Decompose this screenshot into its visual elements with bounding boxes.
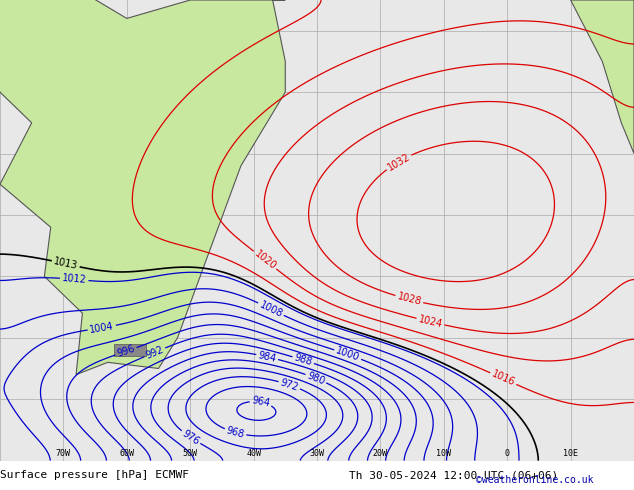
Polygon shape (0, 0, 285, 375)
Text: 1004: 1004 (89, 321, 115, 335)
Text: ©weatheronline.co.uk: ©weatheronline.co.uk (476, 475, 593, 485)
Polygon shape (114, 344, 146, 356)
Text: 1024: 1024 (417, 314, 444, 329)
Text: 1016: 1016 (490, 369, 517, 388)
Text: 1020: 1020 (252, 248, 278, 271)
Text: 1008: 1008 (258, 299, 284, 319)
Text: Th 30-05-2024 12:00 UTC (06+06): Th 30-05-2024 12:00 UTC (06+06) (349, 470, 558, 480)
Text: 1013: 1013 (53, 256, 79, 271)
Text: 30W: 30W (309, 449, 325, 458)
Text: 0: 0 (505, 449, 510, 458)
Text: 996: 996 (115, 343, 136, 359)
Text: 988: 988 (293, 353, 313, 368)
Text: 10W: 10W (436, 449, 451, 458)
Text: Surface pressure [hPa] ECMWF: Surface pressure [hPa] ECMWF (0, 470, 189, 480)
Text: 1000: 1000 (335, 346, 361, 363)
Text: 20W: 20W (373, 449, 388, 458)
Text: 968: 968 (225, 425, 245, 440)
Text: 964: 964 (251, 395, 271, 409)
Text: 10E: 10E (563, 449, 578, 458)
Text: 972: 972 (279, 377, 300, 392)
Text: 1028: 1028 (396, 292, 422, 307)
Text: 992: 992 (145, 344, 165, 361)
Polygon shape (571, 0, 634, 153)
Text: 70W: 70W (56, 449, 71, 458)
Text: 976: 976 (180, 428, 201, 447)
Text: 50W: 50W (183, 449, 198, 458)
Text: 984: 984 (257, 350, 277, 364)
Text: 1032: 1032 (385, 151, 411, 172)
Text: 40W: 40W (246, 449, 261, 458)
Text: 1012: 1012 (61, 273, 87, 285)
Text: 60W: 60W (119, 449, 134, 458)
Text: 980: 980 (306, 370, 327, 387)
